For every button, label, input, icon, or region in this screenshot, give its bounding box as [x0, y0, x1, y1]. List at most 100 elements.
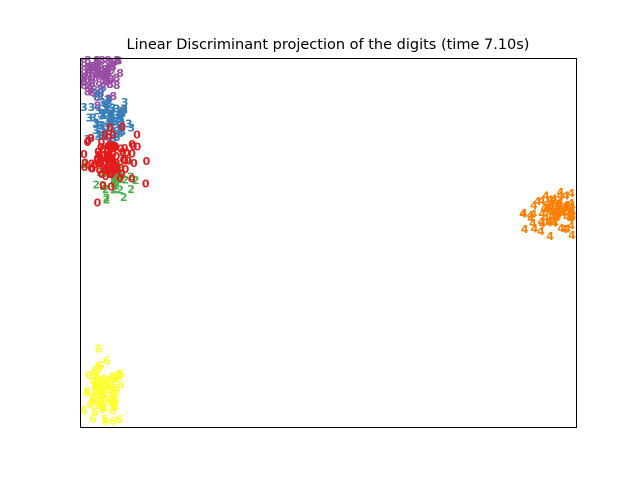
scatter-point-digit-4: 4: [567, 212, 575, 225]
scatter-point-digit-3: 3: [108, 108, 116, 121]
scatter-point-digit-0: 0: [102, 170, 110, 183]
scatter-point-digit-4: 4: [564, 202, 572, 215]
scatter-point-digit-4: 4: [543, 204, 551, 217]
scatter-point-digit-6: 6: [103, 355, 111, 368]
scatter-point-digit-6: 6: [106, 380, 114, 393]
scatter-point-digit-3: 3: [102, 128, 110, 141]
scatter-point-digit-6: 6: [96, 397, 104, 410]
scatter-point-digit-0: 0: [103, 145, 111, 158]
scatter-point-digit-3: 3: [113, 118, 121, 131]
scatter-point-digit-0: 0: [96, 151, 104, 164]
scatter-point-digit-3: 3: [117, 112, 125, 125]
scatter-point-digit-3: 3: [109, 117, 117, 130]
scatter-point-digit-2: 2: [116, 169, 124, 182]
scatter-point-digit-4: 4: [556, 196, 564, 209]
scatter-point-digit-2: 2: [110, 177, 118, 190]
scatter-point-digit-0: 0: [97, 155, 105, 168]
scatter-point-digit-8: 8: [97, 59, 105, 72]
axes-frame: [80, 58, 577, 428]
scatter-point-digit-0: 0: [143, 155, 151, 168]
scatter-point-digit-0: 0: [116, 172, 124, 185]
scatter-point-digit-3: 3: [101, 130, 109, 143]
scatter-point-digit-2: 2: [100, 167, 108, 180]
scatter-point-digit-2: 2: [127, 183, 135, 196]
scatter-point-digit-3: 3: [100, 126, 108, 139]
scatter-point-digit-0: 0: [124, 155, 132, 168]
scatter-point-digit-6: 6: [110, 371, 118, 384]
scatter-point-digit-6: 6: [102, 374, 110, 387]
scatter-point-digit-8: 8: [104, 54, 112, 67]
scatter-point-digit-4: 4: [558, 206, 566, 219]
scatter-point-digit-3: 3: [92, 87, 100, 100]
scatter-point-digit-4: 4: [553, 211, 561, 224]
scatter-point-digit-6: 6: [98, 389, 106, 402]
scatter-point-digit-8: 8: [113, 79, 121, 92]
scatter-point-digit-6: 6: [80, 404, 88, 417]
scatter-point-digit-6: 6: [94, 371, 102, 384]
scatter-point-digit-4: 4: [527, 212, 535, 225]
scatter-point-digit-4: 4: [544, 198, 552, 211]
scatter-point-digit-6: 6: [91, 396, 99, 409]
scatter-point-digit-6: 6: [98, 396, 106, 409]
scatter-point-digit-0: 0: [99, 143, 107, 156]
scatter-point-digit-3: 3: [116, 123, 124, 136]
scatter-point-digit-4: 4: [560, 207, 568, 220]
scatter-point-digit-0: 0: [106, 168, 114, 181]
scatter-point-digit-2: 2: [110, 175, 118, 188]
scatter-point-digit-0: 0: [111, 141, 119, 154]
scatter-point-digit-2: 2: [105, 159, 113, 172]
scatter-point-digit-8: 8: [86, 79, 94, 92]
scatter-point-digit-8: 8: [84, 67, 92, 80]
scatter-point-digit-0: 0: [84, 136, 92, 149]
scatter-point-digit-0: 0: [98, 168, 106, 181]
scatter-point-digit-0: 0: [128, 173, 136, 186]
scatter-point-digit-2: 2: [110, 175, 118, 188]
scatter-point-digit-6: 6: [91, 405, 99, 418]
scatter-point-digit-3: 3: [117, 119, 125, 132]
scatter-point-digit-0: 0: [104, 140, 112, 153]
scatter-point-digit-4: 4: [551, 211, 559, 224]
scatter-point-digit-3: 3: [100, 130, 108, 143]
scatter-point-digit-0: 0: [128, 138, 136, 151]
scatter-point-digit-8: 8: [83, 73, 91, 86]
scatter-point-digit-3: 3: [98, 110, 106, 123]
scatter-point-digit-6: 6: [113, 384, 121, 397]
scatter-point-digit-0: 0: [107, 151, 115, 164]
scatter-point-digit-0: 0: [111, 160, 119, 173]
scatter-point-digit-8: 8: [85, 62, 93, 75]
scatter-point-digit-4: 4: [520, 207, 528, 220]
scatter-point-digit-0: 0: [120, 154, 128, 167]
scatter-point-digit-3: 3: [89, 111, 97, 124]
scatter-point-digit-8: 8: [93, 67, 101, 80]
scatter-point-digit-2: 2: [96, 166, 104, 179]
scatter-point-digit-3: 3: [109, 127, 117, 140]
scatter-point-digit-0: 0: [118, 167, 126, 180]
scatter-point-digit-4: 4: [554, 202, 562, 215]
scatter-point-digit-4: 4: [529, 217, 537, 230]
scatter-point-digit-2: 2: [112, 173, 120, 186]
scatter-point-digit-8: 8: [95, 63, 103, 76]
scatter-point-digit-4: 4: [527, 209, 535, 222]
scatter-point-digit-0: 0: [112, 141, 120, 154]
scatter-point-digit-3: 3: [102, 102, 110, 115]
scatter-point-digit-0: 0: [117, 142, 125, 155]
scatter-point-digit-3: 3: [125, 117, 133, 130]
scatter-point-digit-2: 2: [120, 191, 128, 204]
scatter-point-digit-2: 2: [107, 167, 115, 180]
scatter-point-digit-4: 4: [542, 211, 550, 224]
scatter-point-digit-0: 0: [96, 150, 104, 163]
scatter-point-digit-2: 2: [111, 164, 119, 177]
scatter-point-digit-8: 8: [89, 60, 97, 73]
scatter-point-digit-4: 4: [530, 199, 538, 212]
scatter-point-digit-0: 0: [142, 178, 150, 191]
scatter-point-digit-6: 6: [108, 394, 116, 407]
scatter-point-digit-2: 2: [99, 179, 107, 192]
scatter-point-digit-6: 6: [91, 387, 99, 400]
scatter-point-digit-4: 4: [562, 200, 570, 213]
scatter-point-digit-0: 0: [123, 146, 131, 159]
scatter-point-digit-6: 6: [109, 396, 117, 409]
scatter-point-digit-3: 3: [110, 132, 118, 145]
scatter-point-digit-6: 6: [98, 403, 106, 416]
scatter-point-digit-4: 4: [557, 222, 565, 235]
scatter-point-digit-4: 4: [547, 200, 555, 213]
